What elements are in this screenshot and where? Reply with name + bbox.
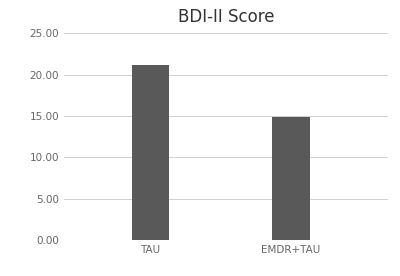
Bar (132, 65, 169, 240)
Title: BDI-II Score: BDI-II Score (178, 8, 274, 26)
Bar (272, 117, 310, 240)
